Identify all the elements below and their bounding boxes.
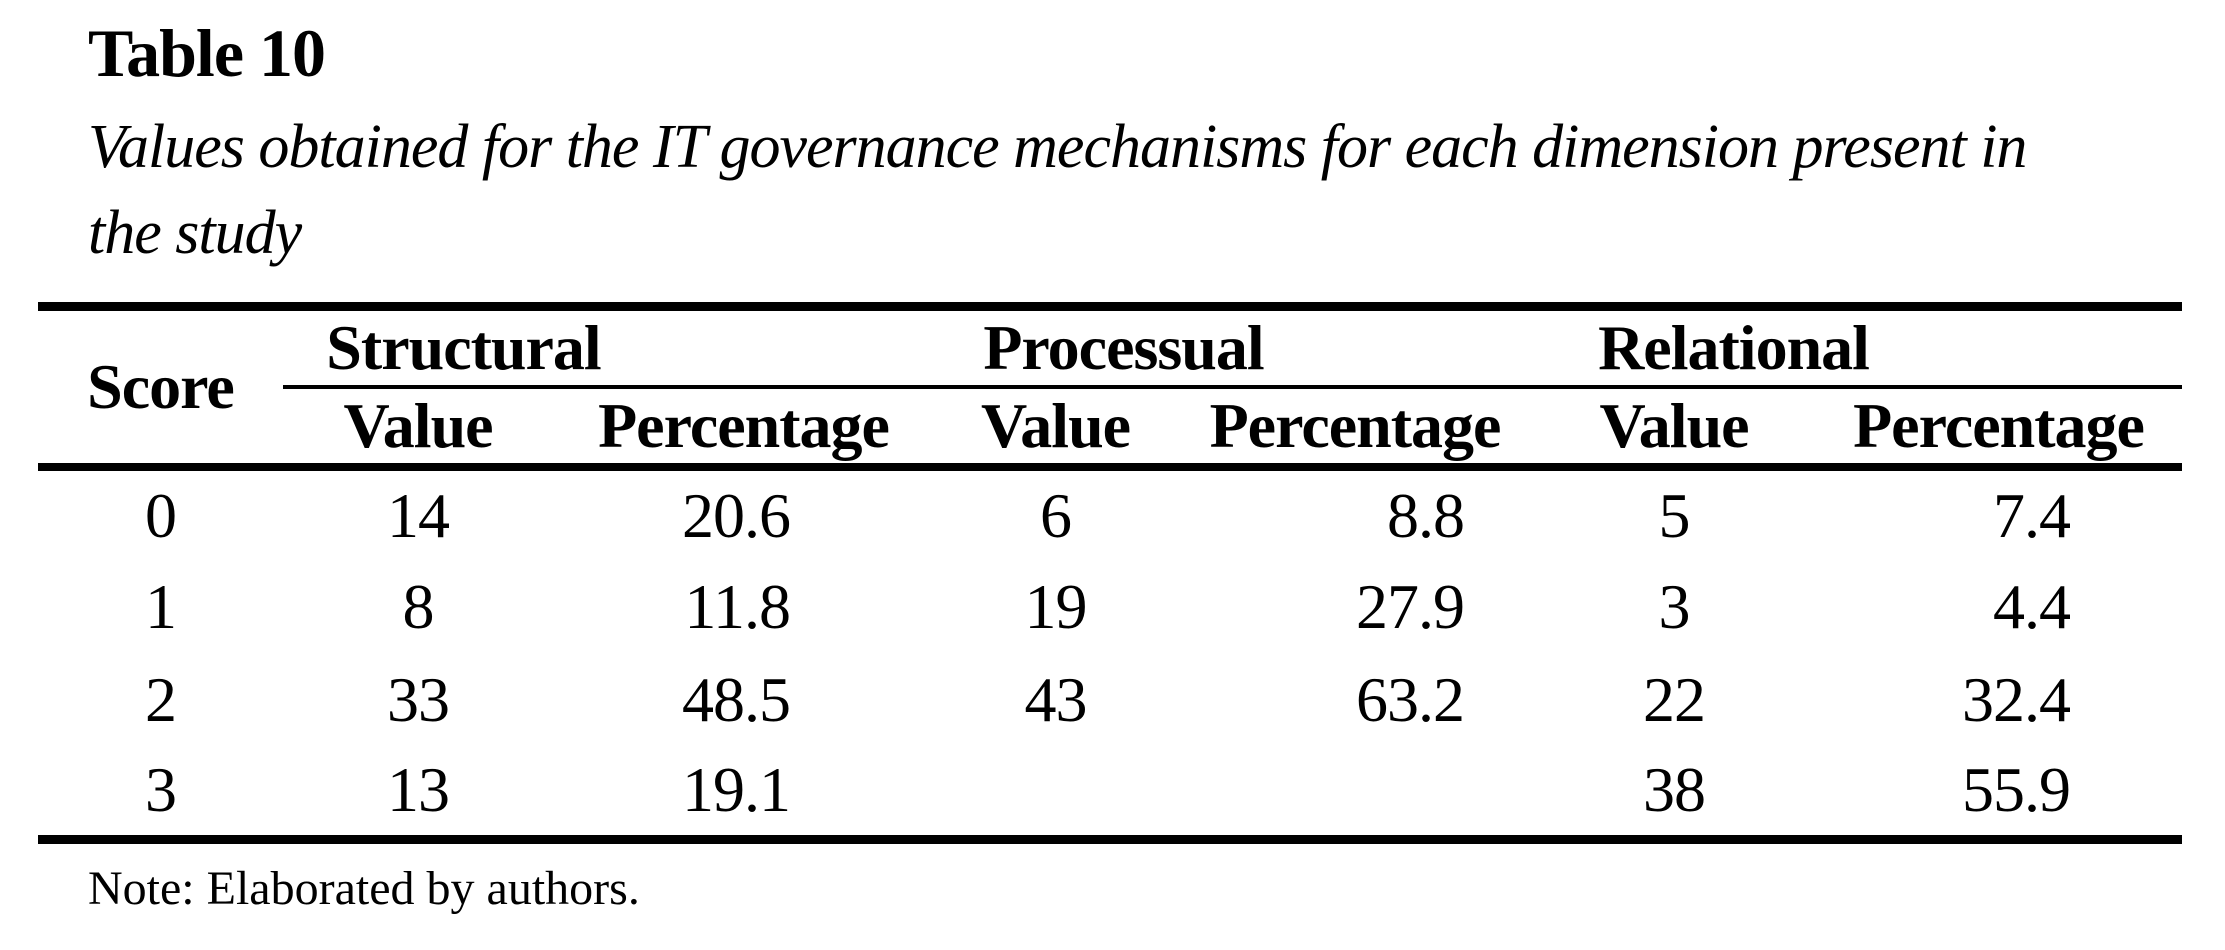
table-row: 0 14 20.6 6 8.8 5 7.4: [38, 467, 2182, 560]
cell-relational-percentage: 55.9: [1962, 754, 2071, 826]
table-header: Score Structural Processual Relational V…: [38, 306, 2182, 471]
column-header-structural-percentage: Percentage: [553, 387, 934, 471]
table-caption: Values obtained for the IT governance me…: [88, 113, 2027, 267]
cell-relational-percentage: 4.4: [1993, 570, 2071, 642]
cell-processual-percentage: 27.9: [1356, 570, 1465, 642]
column-header-structural-value: Value: [283, 387, 553, 471]
table-row: 2 33 48.5 43 63.2 22 32.4: [38, 653, 2182, 746]
cell-processual-percentage: 63.2: [1356, 663, 1465, 735]
cell-score: 0: [145, 479, 177, 551]
cell-processual-value: [934, 746, 1177, 839]
cell-processual-value: 43: [1024, 663, 1088, 735]
column-header-score: Score: [38, 306, 283, 471]
table-number-label: Table 10: [88, 15, 326, 91]
cell-processual-value: 19: [1024, 570, 1088, 642]
cell-structural-percentage: 19.1: [682, 754, 791, 826]
cell-structural-percentage: 20.6: [682, 479, 791, 551]
group-header-processual: Processual: [934, 306, 1533, 389]
cell-processual-percentage: 8.8: [1387, 479, 1465, 551]
column-header-processual-value: Value: [934, 387, 1177, 471]
cell-structural-value: 13: [387, 754, 450, 826]
column-header-relational-percentage: Percentage: [1815, 387, 2182, 471]
cell-structural-percentage: 48.5: [682, 663, 791, 735]
table-row: 3 13 19.1 38 55.9: [38, 746, 2182, 839]
cell-relational-percentage: 32.4: [1962, 663, 2071, 735]
data-table: Score Structural Processual Relational V…: [38, 302, 2182, 844]
cell-relational-percentage: 7.4: [1993, 479, 2071, 551]
cell-score: 1: [145, 570, 177, 642]
cell-structural-value: 33: [387, 663, 450, 735]
cell-relational-value: 38: [1643, 754, 1706, 826]
table-row: 1 8 11.8 19 27.9 3 4.4: [38, 560, 2182, 653]
column-header-relational-value: Value: [1533, 387, 1815, 471]
column-header-processual-percentage: Percentage: [1177, 387, 1533, 471]
table-note: Note: Elaborated by authors.: [88, 862, 640, 915]
group-header-row: Score Structural Processual Relational: [38, 306, 2182, 471]
cell-structural-percentage: 11.8: [684, 570, 791, 642]
cell-score: 3: [145, 754, 177, 826]
group-header-relational: Relational: [1533, 306, 2182, 389]
cell-relational-value: 22: [1643, 663, 1706, 735]
cell-structural-value: 8: [402, 570, 435, 642]
cell-relational-value: 5: [1658, 479, 1691, 551]
group-header-structural: Structural: [283, 306, 934, 389]
cell-processual-percentage: [1177, 746, 1533, 839]
sub-header-row: Value Percentage Value Percentage Value …: [38, 387, 2182, 471]
cell-processual-value: 6: [1040, 479, 1072, 551]
cell-score: 2: [145, 663, 177, 735]
cell-relational-value: 3: [1658, 570, 1691, 642]
cell-structural-value: 14: [387, 479, 450, 551]
table-body: 0 14 20.6 6 8.8 5 7.4 1 8 11.8 19 27.9 3…: [38, 467, 2182, 839]
